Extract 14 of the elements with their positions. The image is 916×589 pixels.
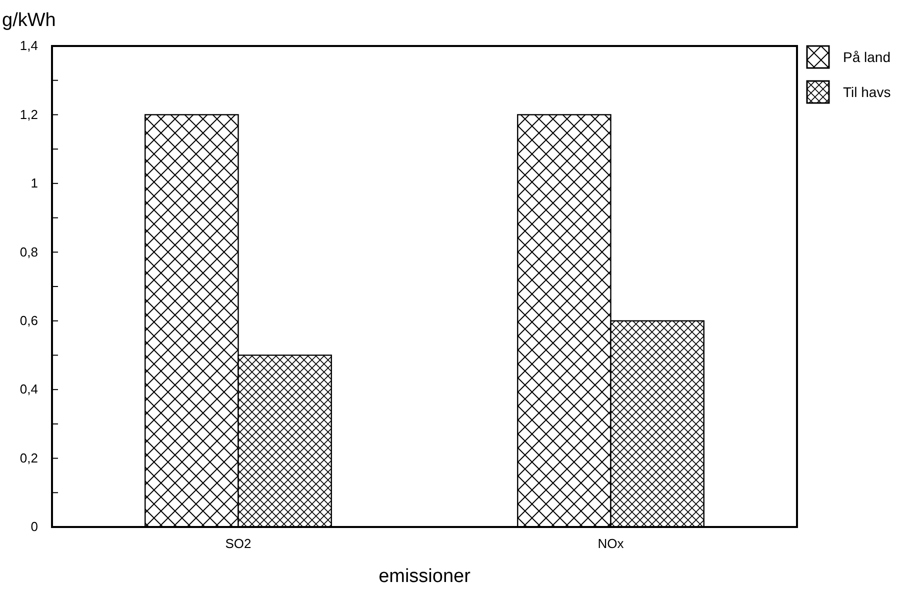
y-tick-label: 0,6 — [20, 313, 38, 328]
x-tick-label: NOx — [598, 536, 624, 552]
y-tick-label: 0 — [30, 519, 38, 534]
y-tick-label: 0,4 — [20, 382, 38, 397]
legend-label: Til havs — [843, 84, 891, 100]
y-axis-title: g/kWh — [2, 10, 56, 31]
y-tick-label: 1 — [30, 176, 38, 191]
y-tick-label: 0,8 — [20, 244, 38, 260]
x-axis-title: emissioner — [378, 566, 472, 587]
legend-label: På land — [843, 49, 890, 65]
y-tick-label: 1,2 — [20, 106, 38, 122]
y-tick-label: 1,4 — [20, 38, 38, 54]
y-tick-label: 0,2 — [20, 450, 38, 466]
x-tick-label: SO2 — [225, 536, 252, 552]
